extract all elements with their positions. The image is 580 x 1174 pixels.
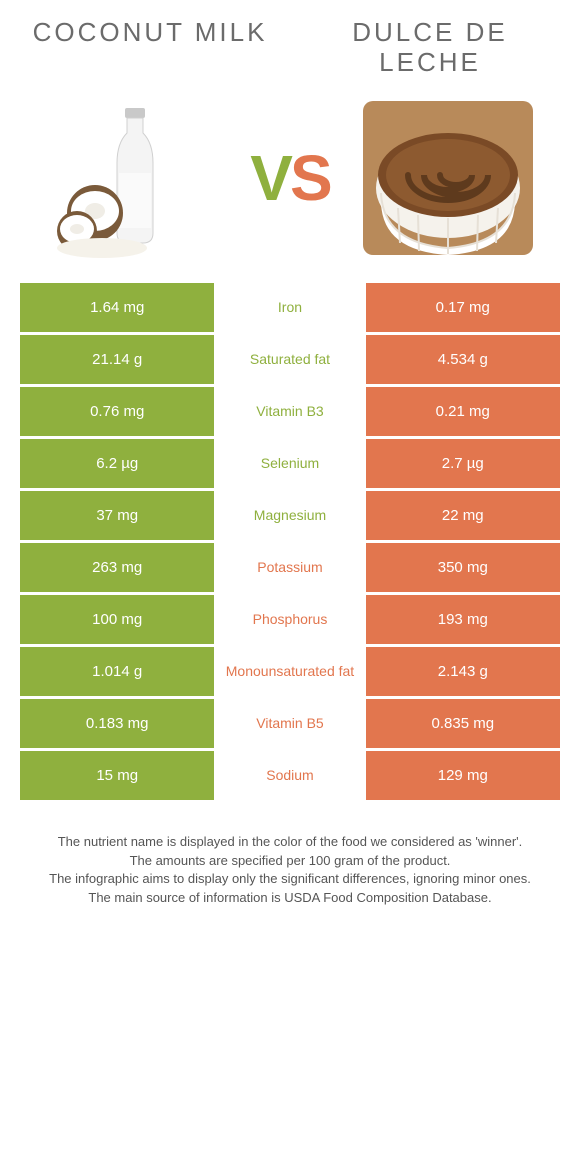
vs-v: V bbox=[250, 141, 290, 215]
nutrient-label-cell: Iron bbox=[214, 283, 365, 332]
right-value-cell: 0.21 mg bbox=[366, 387, 560, 436]
right-food-title: Dulce de leche bbox=[304, 18, 556, 78]
table-row: 0.183 mgVitamin B50.835 mg bbox=[20, 699, 560, 748]
table-row: 6.2 µgSelenium2.7 µg bbox=[20, 439, 560, 488]
vs-row: VS bbox=[0, 83, 580, 283]
footer-line: The infographic aims to display only the… bbox=[30, 870, 550, 889]
left-value-cell: 15 mg bbox=[20, 751, 214, 800]
nutrient-label-cell: Monounsaturated fat bbox=[214, 647, 365, 696]
footer-line: The nutrient name is displayed in the co… bbox=[30, 833, 550, 852]
right-value-cell: 2.143 g bbox=[366, 647, 560, 696]
right-value-cell: 2.7 µg bbox=[366, 439, 560, 488]
coconut-milk-image bbox=[47, 93, 217, 263]
right-value-cell: 193 mg bbox=[366, 595, 560, 644]
right-value-cell: 129 mg bbox=[366, 751, 560, 800]
footer-line: The amounts are specified per 100 gram o… bbox=[30, 852, 550, 871]
left-value-cell: 0.183 mg bbox=[20, 699, 214, 748]
comparison-table: 1.64 mgIron0.17 mg21.14 gSaturated fat4.… bbox=[0, 283, 580, 800]
dulce-de-leche-image bbox=[363, 93, 533, 263]
nutrient-label-cell: Potassium bbox=[214, 543, 365, 592]
nutrient-label-cell: Vitamin B5 bbox=[214, 699, 365, 748]
table-row: 21.14 gSaturated fat4.534 g bbox=[20, 335, 560, 384]
table-row: 1.014 gMonounsaturated fat2.143 g bbox=[20, 647, 560, 696]
left-value-cell: 37 mg bbox=[20, 491, 214, 540]
table-row: 1.64 mgIron0.17 mg bbox=[20, 283, 560, 332]
nutrient-label-cell: Saturated fat bbox=[214, 335, 365, 384]
left-value-cell: 263 mg bbox=[20, 543, 214, 592]
nutrient-label-cell: Magnesium bbox=[214, 491, 365, 540]
right-value-cell: 350 mg bbox=[366, 543, 560, 592]
footer-line: The main source of information is USDA F… bbox=[30, 889, 550, 908]
table-row: 263 mgPotassium350 mg bbox=[20, 543, 560, 592]
left-value-cell: 0.76 mg bbox=[20, 387, 214, 436]
vs-s: S bbox=[290, 141, 330, 215]
vs-label: VS bbox=[250, 141, 329, 215]
left-value-cell: 1.014 g bbox=[20, 647, 214, 696]
right-value-cell: 0.835 mg bbox=[366, 699, 560, 748]
table-row: 0.76 mgVitamin B30.21 mg bbox=[20, 387, 560, 436]
table-row: 15 mgSodium129 mg bbox=[20, 751, 560, 800]
right-value-cell: 22 mg bbox=[366, 491, 560, 540]
table-row: 100 mgPhosphorus193 mg bbox=[20, 595, 560, 644]
table-row: 37 mgMagnesium22 mg bbox=[20, 491, 560, 540]
right-value-cell: 0.17 mg bbox=[366, 283, 560, 332]
left-value-cell: 6.2 µg bbox=[20, 439, 214, 488]
nutrient-label-cell: Sodium bbox=[214, 751, 365, 800]
footer-notes: The nutrient name is displayed in the co… bbox=[0, 803, 580, 928]
right-value-cell: 4.534 g bbox=[366, 335, 560, 384]
nutrient-label-cell: Phosphorus bbox=[214, 595, 365, 644]
header: Coconut milk Dulce de leche bbox=[0, 0, 580, 83]
nutrient-label-cell: Vitamin B3 bbox=[214, 387, 365, 436]
left-value-cell: 1.64 mg bbox=[20, 283, 214, 332]
nutrient-label-cell: Selenium bbox=[214, 439, 365, 488]
left-food-title: Coconut milk bbox=[24, 18, 276, 78]
left-value-cell: 100 mg bbox=[20, 595, 214, 644]
left-value-cell: 21.14 g bbox=[20, 335, 214, 384]
